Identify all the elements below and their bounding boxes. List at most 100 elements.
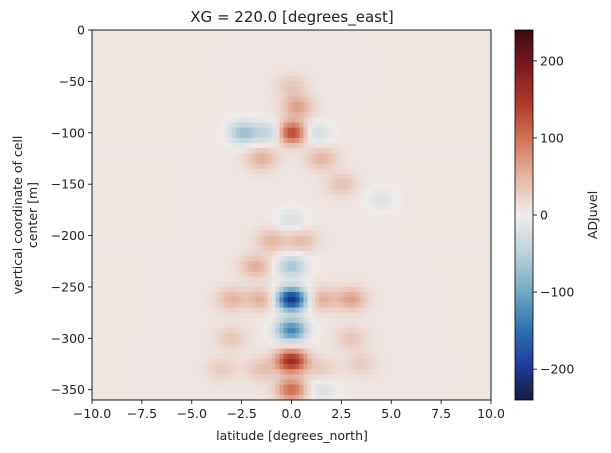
- heatmap-cell: [343, 276, 348, 283]
- heatmap-cell: [335, 45, 340, 51]
- heatmap-cell: [151, 168, 157, 175]
- heatmap-cell: [167, 173, 173, 180]
- heatmap-cell: [435, 199, 440, 206]
- heatmap-cell: [299, 137, 304, 144]
- heatmap-cell: [479, 35, 484, 41]
- heatmap-cell: [219, 55, 225, 62]
- heatmap-cell: [367, 143, 372, 149]
- heatmap-cell: [279, 50, 284, 57]
- heatmap-cell: [315, 199, 320, 206]
- heatmap-cell: [431, 55, 436, 62]
- heatmap-cell: [131, 235, 137, 242]
- heatmap-cell: [383, 184, 388, 190]
- heatmap-cell: [299, 30, 304, 36]
- heatmap-cell: [307, 189, 312, 195]
- heatmap-cell: [135, 35, 141, 41]
- heatmap-cell: [439, 235, 444, 242]
- heatmap-cell: [391, 266, 396, 272]
- heatmap-cell: [327, 112, 332, 118]
- heatmap-cell: [259, 261, 264, 267]
- heatmap-cell: [207, 245, 213, 252]
- heatmap-cell: [343, 81, 348, 87]
- heatmap-cell: [331, 137, 336, 144]
- heatmap-cell: [203, 60, 209, 67]
- heatmap-cell: [355, 281, 360, 288]
- heatmap-cell: [451, 35, 456, 41]
- heatmap-cell: [331, 122, 336, 128]
- heatmap-cell: [347, 127, 352, 134]
- heatmap-cell: [311, 225, 316, 231]
- heatmap-cell: [295, 189, 300, 195]
- heatmap-cell: [331, 235, 336, 242]
- heatmap-cell: [235, 163, 240, 170]
- heatmap-cell: [251, 250, 256, 257]
- heatmap-cell: [271, 189, 276, 195]
- heatmap-cell: [199, 81, 205, 87]
- heatmap-cell: [423, 148, 428, 154]
- heatmap-cell: [387, 35, 392, 41]
- heatmap-cell: [231, 179, 236, 185]
- heatmap-cell: [419, 137, 424, 144]
- heatmap-cell: [215, 132, 221, 139]
- heatmap-cell: [251, 261, 256, 267]
- heatmap-cell: [279, 215, 284, 221]
- heatmap-cell: [107, 261, 113, 267]
- heatmap-cell: [211, 209, 217, 216]
- heatmap-cell: [239, 266, 244, 272]
- heatmap-cell: [251, 35, 256, 41]
- heatmap-cell: [191, 60, 197, 67]
- heatmap-cell: [259, 220, 264, 226]
- heatmap-cell: [183, 45, 189, 51]
- heatmap-cell: [243, 127, 248, 134]
- heatmap-cell: [267, 281, 272, 288]
- heatmap-cell: [107, 209, 113, 216]
- heatmap-cell: [359, 86, 364, 93]
- heatmap-cell: [331, 204, 336, 211]
- heatmap-cell: [195, 215, 201, 221]
- heatmap-cell: [163, 96, 169, 103]
- heatmap-cell: [399, 179, 404, 185]
- heatmap-cell: [283, 261, 288, 267]
- heatmap-cell: [315, 189, 320, 195]
- heatmap-cell: [335, 173, 340, 180]
- heatmap-cell: [323, 209, 328, 216]
- heatmap-cell: [103, 60, 109, 67]
- heatmap-cell: [163, 117, 169, 123]
- heatmap-cell: [303, 35, 308, 41]
- heatmap-cell: [467, 179, 472, 185]
- heatmap-cell: [427, 35, 432, 41]
- heatmap-cell: [267, 261, 272, 267]
- heatmap-cell: [383, 230, 388, 236]
- heatmap-cell: [367, 132, 372, 139]
- heatmap-cell: [451, 158, 456, 164]
- heatmap-cell: [291, 45, 296, 51]
- heatmap-cell: [411, 112, 416, 118]
- heatmap-cell: [379, 60, 384, 67]
- heatmap-cell: [451, 266, 456, 272]
- heatmap-cell: [447, 204, 452, 211]
- heatmap-cell: [227, 65, 232, 72]
- heatmap-cell: [183, 158, 189, 164]
- heatmap-cell: [187, 143, 193, 149]
- heatmap-cell: [263, 158, 268, 164]
- heatmap-cell: [483, 117, 488, 123]
- heatmap-cell: [371, 86, 376, 93]
- heatmap-cell: [399, 50, 404, 57]
- heatmap-cell: [227, 148, 232, 154]
- heatmap-cell: [347, 250, 352, 257]
- heatmap-cell: [219, 271, 225, 278]
- heatmap-cell: [267, 199, 272, 206]
- heatmap-cell: [475, 250, 480, 257]
- heatmap-cell: [203, 204, 209, 211]
- heatmap-cell: [295, 65, 300, 72]
- heatmap-cell: [159, 271, 165, 278]
- heatmap-cell: [303, 250, 308, 257]
- heatmap-cell: [231, 55, 236, 62]
- heatmap-cell: [127, 122, 133, 128]
- heatmap-cell: [111, 230, 117, 236]
- heatmap-cell: [207, 76, 213, 82]
- heatmap-cell: [127, 245, 133, 252]
- heatmap-cell: [387, 179, 392, 185]
- heatmap-cell: [479, 230, 484, 236]
- heatmap-cell: [199, 148, 205, 154]
